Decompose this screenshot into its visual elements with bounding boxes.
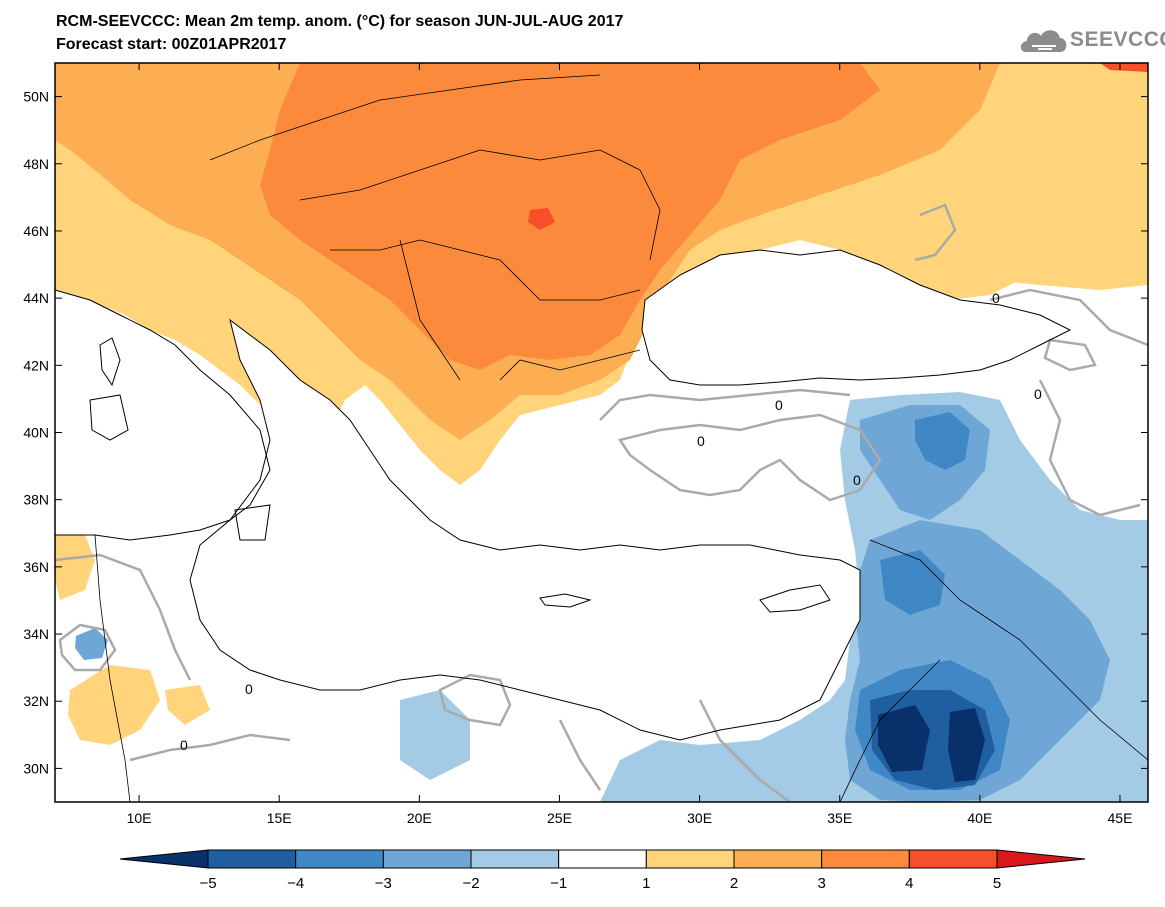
lon-tick-label: 10E — [127, 810, 152, 826]
latitude-axis: 50N 48N 46N 44N 42N 40N 38N 36N 34N 32N 30N — [23, 89, 1148, 776]
lat-tick-label: 34N — [23, 626, 49, 642]
colorbar-swatch — [821, 849, 910, 869]
lat-tick-label: 44N — [23, 290, 49, 306]
lat-tick-label: 36N — [23, 559, 49, 575]
warm-zone-4 — [528, 208, 555, 230]
contour-label: 0 — [992, 290, 1000, 306]
lon-tick-label: 25E — [547, 810, 572, 826]
colorbar-label: −2 — [462, 875, 479, 892]
lon-tick-label: 30E — [687, 810, 712, 826]
mediterranean-sea — [55, 290, 860, 740]
cool-zone-3 — [915, 412, 970, 470]
colorbar-label: 1 — [642, 875, 650, 892]
contour-label: 0 — [245, 681, 253, 697]
warm-zone-tunisia — [55, 535, 95, 600]
warm-zone-libya — [165, 685, 210, 725]
contour-labels: 0 0 0 0 0 0 0 — [180, 290, 1042, 753]
colorbar-swatch — [382, 849, 472, 869]
lat-tick-label: 50N — [23, 89, 49, 105]
colorbar-label: 5 — [993, 875, 1001, 892]
cloud-logo-icon — [1020, 30, 1067, 52]
cool-zone-5b — [948, 708, 985, 782]
lat-tick-label: 40N — [23, 425, 49, 441]
colorbar-label: −4 — [287, 875, 304, 892]
colorbar-label: 4 — [905, 875, 913, 892]
contour-label: 0 — [853, 472, 861, 488]
colorbar: −5 −4 −3 −2 −1 1 2 3 4 5 — [119, 849, 1086, 892]
lat-tick-label: 46N — [23, 223, 49, 239]
contour-label: 0 — [1034, 386, 1042, 402]
logo-text: SEEVCCC — [1070, 28, 1165, 51]
lon-tick-label: 40E — [967, 810, 992, 826]
warm-zone-north-africa — [68, 665, 160, 745]
colorbar-label: −1 — [550, 875, 567, 892]
map-field — [55, 63, 1148, 802]
colorbar-swatch — [207, 849, 297, 869]
cool-zone-tunisia — [75, 628, 108, 660]
lat-tick-label: 30N — [23, 760, 49, 776]
lat-tick-label: 42N — [23, 357, 49, 373]
contour-label: 0 — [180, 737, 188, 753]
seevccc-logo: SEEVCCC — [1018, 24, 1165, 56]
colorbar-label: 2 — [730, 875, 738, 892]
colorbar-swatch — [645, 849, 735, 869]
lat-tick-label: 48N — [23, 156, 49, 172]
contour-label: 0 — [697, 433, 705, 449]
warm-zone-east — [960, 150, 1148, 290]
map-title: RCM-SEEVCCC: Mean 2m temp. anom. (°C) fo… — [56, 13, 624, 30]
zero-contours — [55, 203, 1148, 802]
black-sea — [642, 250, 1070, 385]
colorbar-swatch — [908, 849, 998, 869]
lat-tick-label: 38N — [23, 492, 49, 508]
lon-tick-label: 20E — [407, 810, 432, 826]
colorbar-swatch — [295, 849, 384, 869]
lat-tick-label: 32N — [23, 693, 49, 709]
colorbar-arrow-high — [996, 849, 1086, 869]
cool-zone-5 — [878, 705, 930, 772]
lon-tick-label: 35E — [827, 810, 852, 826]
colorbar-swatch — [733, 849, 823, 869]
colorbar-swatch — [558, 849, 647, 869]
contour-label: 0 — [775, 397, 783, 413]
longitude-axis: 10E 15E 20E 25E 30E 35E 40E 45E — [127, 63, 1133, 826]
warm-zone-4b — [1100, 63, 1148, 72]
colorbar-label: −5 — [199, 875, 216, 892]
colorbar-arrow-low — [119, 849, 209, 869]
colorbar-swatch — [470, 849, 560, 869]
coastlines — [55, 74, 1148, 802]
forecast-start-label: Forecast start: 00Z01APR2017 — [56, 36, 287, 53]
lon-tick-label: 45E — [1108, 810, 1133, 826]
warm-zone-3 — [260, 63, 880, 370]
cool-zone-3b — [880, 550, 945, 615]
lon-tick-label: 15E — [267, 810, 292, 826]
colorbar-label: −3 — [375, 875, 392, 892]
colorbar-label: 3 — [817, 875, 825, 892]
